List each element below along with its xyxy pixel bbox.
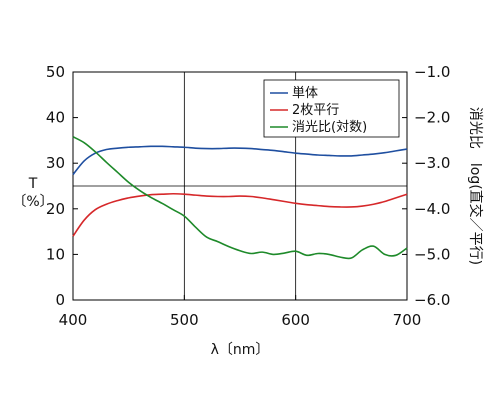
y-tick-label-0: 0 — [55, 291, 65, 309]
x-axis-label: λ〔nm〕 — [211, 342, 270, 358]
y2-tick-label-−5.0: −5.0 — [414, 245, 450, 263]
y2-ticks: −6.0 −5.0 −4.0 −3.0 −2.0 −1.0 — [402, 63, 450, 309]
y-tick-label-10: 10 — [46, 245, 65, 263]
legend: 単体 2枚平行 消光比(対数) — [263, 79, 400, 138]
series-line-extinction-ratio — [72, 136, 408, 260]
series-line-two-parallel — [72, 192, 408, 237]
y2-tick-label-−3.0: −3.0 — [414, 154, 450, 172]
y2-tick-label-−6.0: −6.0 — [414, 291, 450, 309]
y-axis-label-t: T — [28, 176, 38, 192]
y2-tick-label-−2.0: −2.0 — [414, 109, 450, 127]
legend-box — [263, 79, 400, 138]
y-tick-label-50: 50 — [46, 63, 65, 81]
y-tick-label-40: 40 — [46, 109, 65, 127]
x-tick-label-500: 500 — [170, 311, 199, 329]
x-tick-label-600: 600 — [281, 311, 310, 329]
y2-tick-label-−4.0: −4.0 — [414, 200, 450, 218]
y-tick-label-30: 30 — [46, 154, 65, 172]
y2-axis-label: 消光比 log(直交／平行) — [467, 107, 484, 265]
y-tick-label-20: 20 — [46, 200, 65, 218]
y-axis-label-unit: 〔%〕 — [12, 194, 53, 210]
legend-label-two-parallel: 2枚平行 — [292, 103, 339, 118]
legend-label-single: 単体 — [292, 85, 318, 101]
series-group — [72, 136, 408, 260]
series-line-single — [72, 145, 408, 176]
x-ticks: 400 500 600 700 — [59, 295, 422, 329]
legend-label-extinction-ratio: 消光比(対数) — [292, 120, 367, 135]
x-tick-label-400: 400 — [59, 311, 88, 329]
y2-tick-label-−1.0: −1.0 — [414, 63, 450, 81]
y-ticks: 0 10 20 30 40 50 — [46, 63, 78, 309]
x-tick-label-700: 700 — [393, 311, 422, 329]
